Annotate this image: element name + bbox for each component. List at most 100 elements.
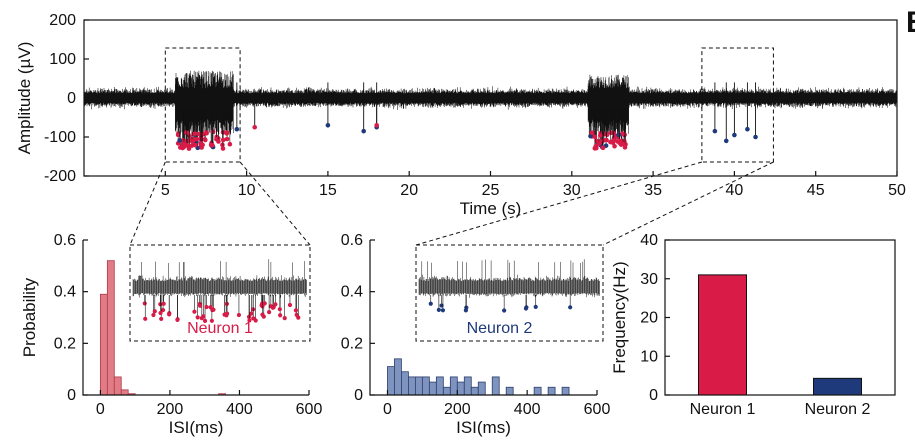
frequency-bar [698,274,747,396]
y-axis-label: Probability [20,277,39,357]
inset-spike-dot [568,305,573,310]
y-axis-label: Frequency(Hz) [610,261,629,373]
spike-dot [181,142,187,147]
spike-dot [611,137,617,143]
spike-dot [175,132,181,138]
histogram-bar [394,358,402,396]
y-tick-label: 30 [640,271,658,288]
x-axis-label: Time (s) [460,199,522,218]
spike-dot [198,137,204,142]
inset-spike-dot [428,301,433,306]
inset-spike-dot [502,308,507,313]
x-tick-label: 600 [296,401,323,418]
y-tick-label: 0.4 [54,284,76,301]
spike-dot [220,146,226,151]
x-tick-label: 15 [319,182,337,199]
inset-spike-dot [247,318,252,323]
inset-spike-dot [463,308,468,313]
histogram-bar [408,376,416,396]
connector-line [239,161,311,246]
inset-spike-dot [436,307,441,312]
y-tick-label: -200 [44,168,76,185]
x-tick-label: 25 [482,182,500,199]
y-tick-label: 0.2 [54,335,76,352]
neuron1-spike-dot [374,123,379,128]
spike-dot [597,133,603,138]
frequency-bar-panel: Neuron 1 Neuron 2 0 10 20 30 40 Frequency(Hz) [610,232,896,418]
x-tick-label: 400 [226,401,253,418]
inset-spike-dot [192,309,197,314]
histogram-bar [106,260,115,396]
panel-letter: B [906,6,915,39]
inset-spike-dot [151,312,156,318]
frequency-bar [813,377,862,396]
histogram-bar [428,381,437,396]
inset-spike-dot [236,312,242,318]
inset-label: Neuron 1 [187,320,253,337]
spike-dot [216,139,221,144]
inset-spike-dot [293,308,299,313]
inset-spike-dot [152,309,157,314]
x-tick-label: 10 [238,182,256,199]
histogram-bar [414,376,423,396]
y-tick-label: 0 [67,90,76,107]
inset-spike-dot [202,318,208,323]
inset-spike-dot [159,316,164,322]
spike-dot [608,139,613,145]
spike-dot [204,130,209,136]
y-tick-label: 200 [49,12,76,29]
connector-line [602,161,774,246]
spike-dot [224,136,230,142]
histogram-bar [463,376,472,396]
spike-dot [593,144,599,149]
histogram-bar [449,376,458,396]
x-axis-label: ISI(ms) [169,418,224,437]
x-tick-label: 45 [807,182,825,199]
y-tick-label: 20 [640,310,658,327]
category-label: Neuron 2 [805,401,871,418]
zoom-connector-lines [129,161,774,246]
inset-spike-dot [296,315,301,320]
histogram-bar [477,381,486,396]
inset-box [129,244,311,342]
category-label: Neuron 1 [690,401,756,418]
inset-box [415,244,604,342]
x-tick-label: 30 [563,182,581,199]
neuron2-spike-dot [712,128,718,134]
histogram-bar [421,376,430,396]
spike-dot [227,141,233,147]
x-tick-label: 0 [96,401,105,418]
histogram-bar [456,381,465,396]
spike-dot [616,132,621,138]
x-tick-label: 600 [584,401,611,418]
spike-dot [177,138,182,143]
spike-dot [177,145,183,150]
connector-line [129,161,166,246]
inset-spike-dot [277,307,282,312]
inset-spike-dot [262,301,267,306]
recording-trace [83,70,898,135]
histogram-bar [387,366,395,396]
inset-spike-dot [175,317,180,322]
inset-spike-dot [287,302,293,308]
histogram-bar [491,376,500,396]
inset-trace [418,259,600,298]
x-tick-label: 40 [726,182,744,199]
neuron2-spike-dot [745,126,750,132]
inset-spike-dot [533,304,538,309]
y-tick-label: 0.6 [341,232,363,249]
inset-spike-dot [197,303,203,308]
inset-label: Neuron 2 [467,320,533,337]
neuron2-spike-dot [234,126,240,132]
spike-dot [600,145,606,151]
neuron2-spike-dot [723,138,729,144]
inset-spike-dot [278,313,283,318]
x-tick-label: 0 [383,401,392,418]
histogram-bar [547,386,556,396]
inset-spike-dot [161,301,166,306]
inset-spike-dot [160,307,166,313]
spike-dot [202,137,208,142]
x-axis-label: ISI(ms) [456,418,511,437]
histogram-bar [533,386,542,396]
